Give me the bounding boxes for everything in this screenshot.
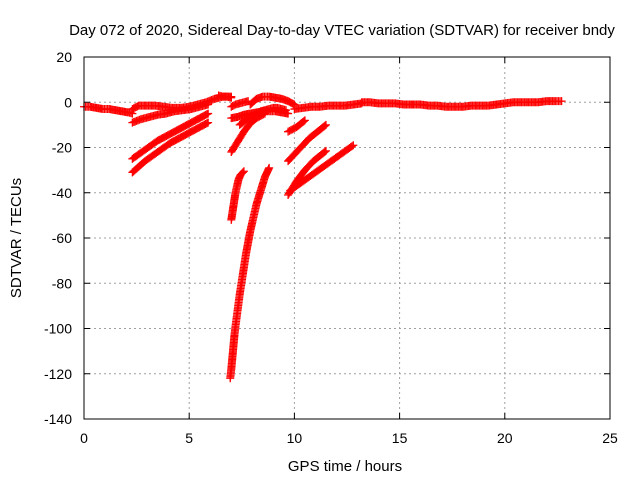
series-10 (235, 103, 290, 129)
x-axis-label: GPS time / hours (288, 458, 402, 475)
series-9 (246, 92, 299, 109)
data-point (202, 110, 211, 119)
y-tick-label: -60 (52, 230, 72, 246)
data-point (321, 120, 330, 129)
data-point (281, 106, 290, 115)
data-point (202, 119, 211, 128)
y-tick-label: -80 (52, 275, 72, 291)
data-point (299, 117, 308, 126)
data-point (204, 109, 213, 118)
series-8 (227, 97, 253, 111)
data-point (557, 97, 566, 106)
series-5 (214, 91, 236, 102)
data-point (239, 167, 248, 176)
data-point (348, 142, 357, 151)
data-point (227, 93, 236, 102)
chart-title: Day 072 of 2020, Sidereal Day-to-day VTE… (69, 22, 615, 39)
series-12 (226, 163, 274, 383)
x-tick-label: 0 (80, 430, 88, 446)
series-20 (492, 97, 566, 109)
series-11 (227, 167, 248, 224)
series-17 (290, 99, 366, 114)
y-tick-label: -140 (44, 411, 72, 427)
y-tick-label: -100 (44, 321, 72, 337)
x-tick-label: 15 (392, 430, 408, 446)
data-point (349, 141, 358, 150)
y-tick-label: 20 (56, 49, 72, 65)
series-18 (357, 98, 417, 109)
data-points (80, 91, 566, 383)
data-point (204, 118, 213, 127)
y-tick-label: 0 (64, 94, 72, 110)
data-point (265, 163, 274, 172)
data-point (321, 146, 330, 155)
data-point (320, 121, 329, 130)
y-tick-label: -120 (44, 366, 72, 382)
x-tick-label: 25 (602, 430, 618, 446)
data-point (238, 168, 247, 177)
series-4 (128, 118, 213, 177)
grid-lines (84, 57, 610, 419)
series-0 (80, 102, 137, 118)
data-point (320, 147, 329, 156)
series-16 (286, 141, 358, 195)
series-2 (128, 100, 213, 127)
x-tick-label: 5 (185, 430, 193, 446)
series-1 (128, 92, 236, 114)
x-tick-label: 10 (287, 430, 303, 446)
y-tick-label: -20 (52, 140, 72, 156)
data-point (289, 99, 298, 108)
series-15 (284, 146, 330, 200)
data-point (300, 116, 309, 125)
axis-ticks: 0 5 10 15 20 25 -140 -120 -100 -80 -60 -40 -20 0 20 (44, 49, 618, 446)
y-tick-label: -40 (52, 185, 72, 201)
data-point (204, 100, 213, 109)
series-14 (284, 120, 330, 166)
plot-frame (83, 56, 611, 420)
series-13 (284, 116, 309, 136)
series-3 (128, 109, 213, 163)
series-19 (408, 100, 501, 111)
y-axis-label: SDTVAR / TECUs (8, 178, 25, 298)
x-tick-label: 20 (497, 430, 513, 446)
